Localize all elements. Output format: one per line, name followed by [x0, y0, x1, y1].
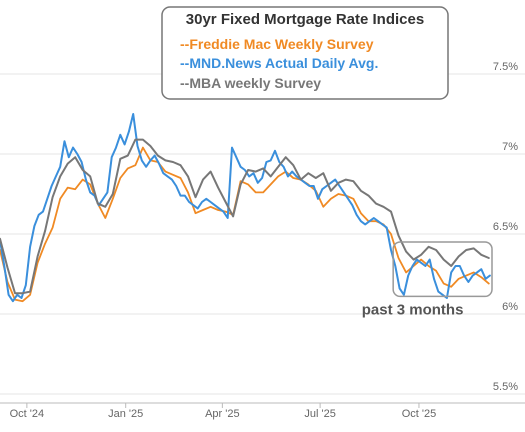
series-line-freddie-mac — [0, 146, 490, 303]
legend-entry-mba: --MBA weekly Survey — [180, 75, 321, 91]
series-line-mba — [0, 138, 490, 295]
y-tick-label: 5.5% — [493, 381, 518, 393]
legend: 30yr Fixed Mortgage Rate Indices --Fredd… — [161, 6, 449, 100]
y-tick-label: 7.5% — [493, 61, 518, 73]
y-tick-label: 6% — [502, 301, 518, 313]
legend-entry-mnd-news: --MND.News Actual Daily Avg. — [180, 55, 378, 71]
past-3-months-label: past 3 months — [362, 301, 464, 318]
annotation-layer: past 3 months — [362, 241, 493, 318]
past-3-months-highlight-box — [392, 241, 493, 298]
x-tick-label: Apr '25 — [205, 408, 240, 420]
chart-title: 30yr Fixed Mortgage Rate Indices — [186, 11, 424, 28]
y-axis: 5.5% 6% 6.5% 7% 7.5% — [493, 61, 518, 393]
legend-box — [161, 6, 449, 100]
series-line-mnd-news — [0, 113, 491, 303]
y-tick-label: 7% — [502, 141, 518, 153]
y-tick-label: 6.5% — [493, 221, 518, 233]
x-tick-label: Jul '25 — [304, 408, 335, 420]
x-tick-label: Jan '25 — [108, 408, 143, 420]
series-layer — [0, 113, 491, 303]
x-tick-label: Oct '24 — [10, 408, 45, 420]
x-tick-label: Oct '25 — [402, 408, 437, 420]
grid-layer — [0, 73, 525, 395]
x-axis: Oct '24 Jan '25 Apr '25 Jul '25 Oct '25 — [0, 402, 525, 420]
legend-entry-freddie-mac: --Freddie Mac Weekly Survey — [180, 36, 374, 52]
